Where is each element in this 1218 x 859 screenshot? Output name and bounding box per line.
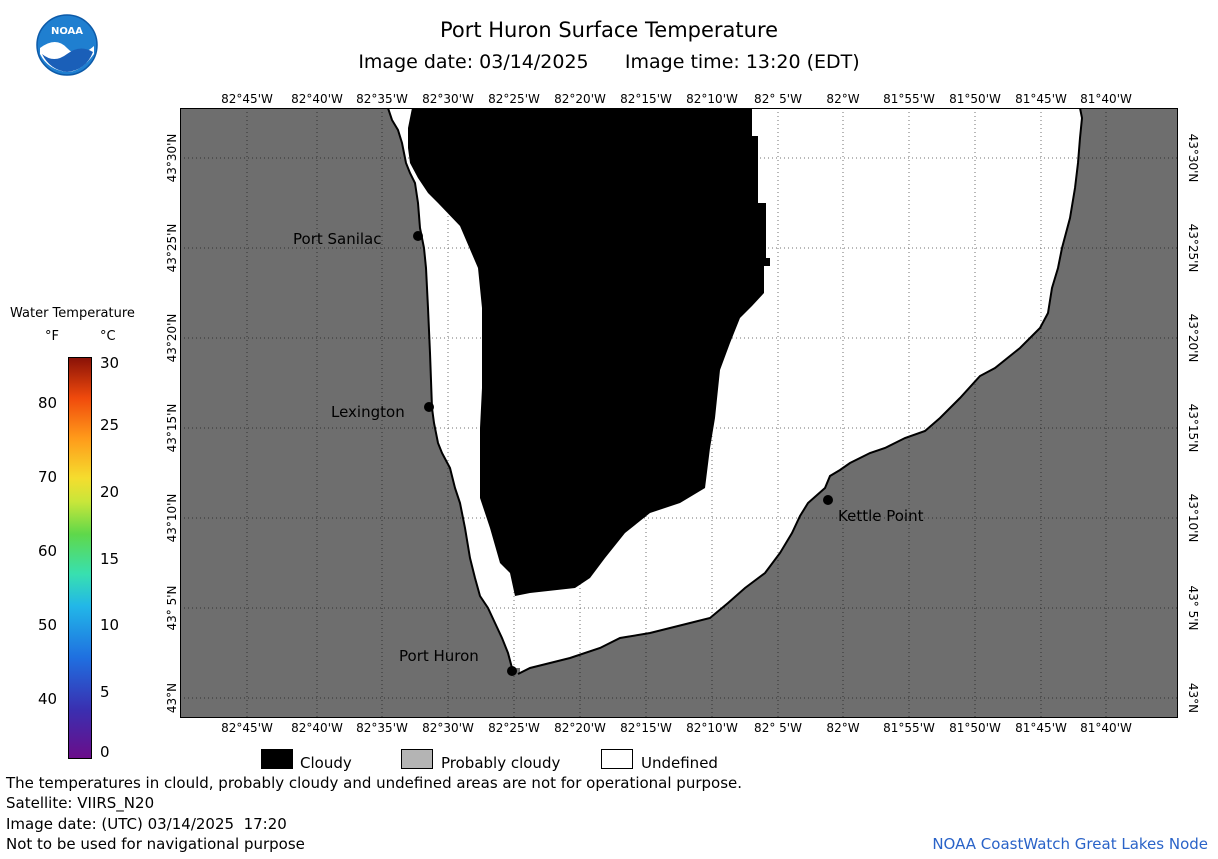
- legend-title: Water Temperature: [10, 306, 135, 321]
- celsius-tick: 20: [100, 483, 120, 501]
- lon-label: 82°35'W: [356, 92, 408, 106]
- celsius-tick: 30: [100, 354, 120, 372]
- fahrenheit-tick: 70: [38, 468, 58, 486]
- place-label-lexington: Lexington: [331, 403, 405, 421]
- lon-label: 82°30'W: [422, 721, 474, 735]
- lon-label: 82°W: [826, 721, 860, 735]
- lon-label: 82°20'W: [554, 92, 606, 106]
- place-marker-lexington: [424, 402, 434, 412]
- celsius-tick: 10: [100, 616, 120, 634]
- celsius-tick: 5: [100, 683, 110, 701]
- key-label-undefined: Undefined: [641, 754, 718, 772]
- lon-label: 82° 5'W: [754, 92, 802, 106]
- lat-label: 43°25'N: [165, 223, 179, 273]
- temperature-color-bar: [68, 357, 92, 759]
- lon-label: 82°45'W: [221, 92, 273, 106]
- lon-label: 82°30'W: [422, 92, 474, 106]
- key-swatch-undefined: [601, 749, 633, 769]
- temperature-map: [180, 108, 1178, 718]
- lon-label: 81°45'W: [1015, 721, 1067, 735]
- lon-label: 81°40'W: [1080, 92, 1132, 106]
- lat-label: 43° 5'N: [165, 585, 179, 631]
- land-michigan: [180, 108, 514, 673]
- key-label-cloudy: Cloudy: [300, 754, 352, 772]
- celsius-tick: 15: [100, 550, 120, 568]
- noaa-logo-icon: NOAA: [36, 14, 98, 76]
- noaa-logo-text: NOAA: [51, 26, 83, 37]
- lat-label: 43°15'N: [1186, 403, 1200, 453]
- disclaimer-text: The temperatures in clould, probably clo…: [6, 774, 743, 792]
- lat-label: 43°10'N: [1186, 493, 1200, 543]
- lat-label: 43°N: [165, 682, 179, 714]
- lon-label: 82°10'W: [686, 721, 738, 735]
- lat-label: 43°30'N: [165, 133, 179, 183]
- lon-label: 82°15'W: [620, 92, 672, 106]
- image-date-label: Image date: 03/14/2025: [358, 51, 589, 73]
- lat-label: 43°20'N: [165, 313, 179, 363]
- lat-label: 43°30'N: [1186, 133, 1200, 183]
- fahrenheit-tick: 50: [38, 616, 58, 634]
- lon-label: 81°40'W: [1080, 721, 1132, 735]
- lon-label: 81°55'W: [883, 721, 935, 735]
- lat-label: 43°15'N: [165, 403, 179, 453]
- place-label-port-sanilac: Port Sanilac: [293, 230, 382, 248]
- map-frame: [180, 108, 1178, 718]
- utc-date-text: Image date: (UTC) 03/14/2025 17:20: [6, 815, 287, 833]
- lon-label: 82°25'W: [488, 721, 540, 735]
- satellite-text: Satellite: VIIRS_N20: [6, 794, 155, 812]
- lon-label: 81°45'W: [1015, 92, 1067, 106]
- fahrenheit-tick: 60: [38, 542, 58, 560]
- lat-label: 43°25'N: [1186, 223, 1200, 273]
- lon-label: 82°45'W: [221, 721, 273, 735]
- navigation-warning-text: Not to be used for navigational purpose: [6, 835, 305, 853]
- graticule: [180, 108, 1178, 718]
- lat-label: 43°10'N: [165, 493, 179, 543]
- lon-label: 82°40'W: [291, 92, 343, 106]
- place-marker-port-huron: [507, 666, 517, 676]
- place-marker-kettle-point: [823, 495, 833, 505]
- celsius-tick: 0: [100, 743, 110, 761]
- fahrenheit-tick: 40: [38, 690, 58, 708]
- lat-label: 43° 5'N: [1186, 585, 1200, 631]
- land-michigan-south: [180, 668, 520, 718]
- lon-label: 81°50'W: [949, 92, 1001, 106]
- lon-label: 81°50'W: [949, 721, 1001, 735]
- lon-label: 82° 5'W: [754, 721, 802, 735]
- lon-label: 82°10'W: [686, 92, 738, 106]
- lon-label: 81°55'W: [883, 92, 935, 106]
- key-label-probably-cloudy: Probably cloudy: [441, 754, 561, 772]
- place-label-kettle-point: Kettle Point: [838, 507, 924, 525]
- celsius-tick: 25: [100, 416, 120, 434]
- lon-label: 82°W: [826, 92, 860, 106]
- map-subtitle: Image date: 03/14/2025 Image time: 13:20…: [0, 51, 1218, 73]
- lat-label: 43°20'N: [1186, 313, 1200, 363]
- place-label-port-huron: Port Huron: [399, 647, 479, 665]
- image-time-label: Image time: 13:20 (EDT): [624, 51, 860, 73]
- lon-label: 82°15'W: [620, 721, 672, 735]
- lon-label: 82°25'W: [488, 92, 540, 106]
- fahrenheit-tick: 80: [38, 394, 58, 412]
- lon-label: 82°20'W: [554, 721, 606, 735]
- key-swatch-probably-cloudy: [401, 749, 433, 769]
- map-title: Port Huron Surface Temperature: [439, 18, 779, 42]
- key-swatch-cloudy: [261, 749, 293, 769]
- lat-label: 43°N: [1186, 682, 1200, 714]
- lon-label: 82°35'W: [356, 721, 408, 735]
- unit-fahrenheit: °F: [45, 329, 59, 344]
- credit-text: NOAA CoastWatch Great Lakes Node: [932, 835, 1208, 853]
- shoreline-west: [387, 108, 515, 674]
- unit-celsius: °C: [100, 329, 116, 344]
- place-marker-port-sanilac: [413, 231, 423, 241]
- lon-label: 82°40'W: [291, 721, 343, 735]
- land-ontario: [518, 108, 1178, 718]
- cloudy-region: [408, 108, 770, 596]
- shoreline-east: [517, 108, 1084, 675]
